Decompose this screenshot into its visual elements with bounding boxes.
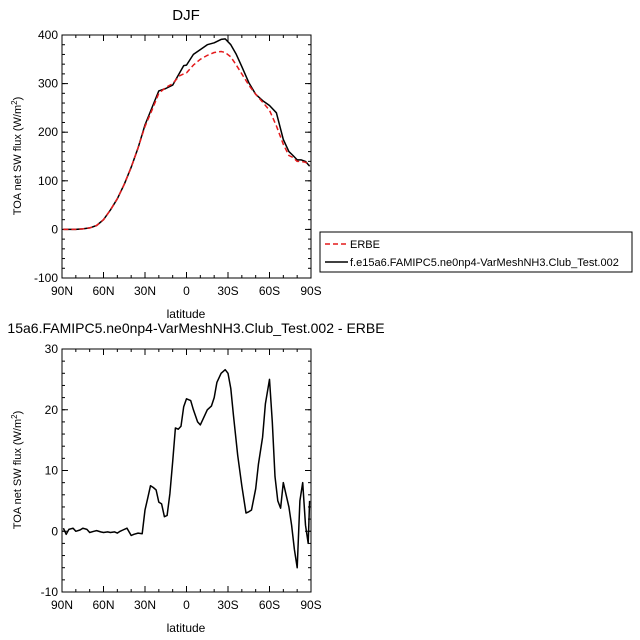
top-y-tick-label: 300	[38, 77, 58, 91]
bottom-series-line-model	[62, 368, 311, 569]
top-plot-frame	[61, 34, 312, 279]
top-y-tick-label: -100	[34, 271, 58, 285]
bottom-plot-frame	[61, 348, 312, 593]
bottom-y-tick-label: 0	[51, 524, 58, 538]
top-x-tick-label: 60N	[92, 284, 114, 298]
bottom-y-tick-label: 20	[45, 403, 59, 417]
bottom-x-tick-label: 60N	[92, 598, 114, 612]
top-x-tick-label: 0	[183, 284, 190, 298]
bottom-axis-ticks: 90N 60N 30N 0 30S 60S 90S -10 0 10 20 30	[41, 342, 322, 612]
top-y-tick-label: 400	[38, 28, 58, 42]
bottom-y-axis-label: TOA net SW flux (W/m2)	[10, 411, 24, 530]
bottom-chart-title: 15a6.FAMIPC5.ne0np4-VarMeshNH3.Club_Test…	[7, 320, 384, 336]
top-y-tick-label: 100	[38, 174, 58, 188]
bottom-x-tick-label: 90N	[51, 598, 73, 612]
legend: ERBE f.e15a6.FAMIPC5.ne0np4-VarMeshNH3.C…	[319, 231, 633, 273]
legend-label-erbe: ERBE	[350, 239, 380, 251]
legend-label-model: f.e15a6.FAMIPC5.ne0np4-VarMeshNH3.Club_T…	[350, 257, 619, 269]
top-panel: DJF 90N 60N 30N 0 30S 60S 90S -100 0 100 200 300 400…	[10, 7, 322, 321]
bottom-y-tick-label: 30	[45, 342, 59, 356]
top-x-tick-label: 60S	[259, 284, 280, 298]
bottom-x-tick-label: 60S	[259, 598, 280, 612]
bottom-x-tick-label: 30S	[217, 598, 238, 612]
bottom-series-lines	[62, 368, 311, 569]
top-series-line-erbe	[63, 50, 310, 231]
top-x-tick-label: 90N	[51, 284, 73, 298]
top-axis-ticks: 90N 60N 30N 0 30S 60S 90S -100 0 100 200 300 400	[34, 28, 322, 298]
top-x-tick-label: 30N	[134, 284, 156, 298]
bottom-panel: 15a6.FAMIPC5.ne0np4-VarMeshNH3.Club_Test…	[7, 320, 384, 635]
top-series-lines	[63, 38, 311, 231]
top-y-tick-label: 200	[38, 125, 58, 139]
top-x-tick-label: 90S	[300, 284, 321, 298]
top-x-axis-label: latitude	[167, 307, 206, 321]
bottom-x-axis-label: latitude	[167, 621, 206, 635]
top-y-tick-label: 0	[51, 222, 58, 236]
top-y-axis-label: TOA net SW flux (W/m2)	[10, 97, 24, 216]
bottom-x-tick-label: 30N	[134, 598, 156, 612]
top-chart-title: DJF	[172, 7, 200, 24]
bottom-y-tick-label: -10	[41, 585, 59, 599]
top-x-tick-label: 30S	[217, 284, 238, 298]
top-series-line-model	[63, 38, 311, 231]
bottom-y-tick-label: 10	[45, 464, 59, 478]
legend-box	[319, 231, 633, 273]
bottom-x-tick-label: 0	[183, 598, 190, 612]
bottom-x-tick-label: 90S	[300, 598, 321, 612]
